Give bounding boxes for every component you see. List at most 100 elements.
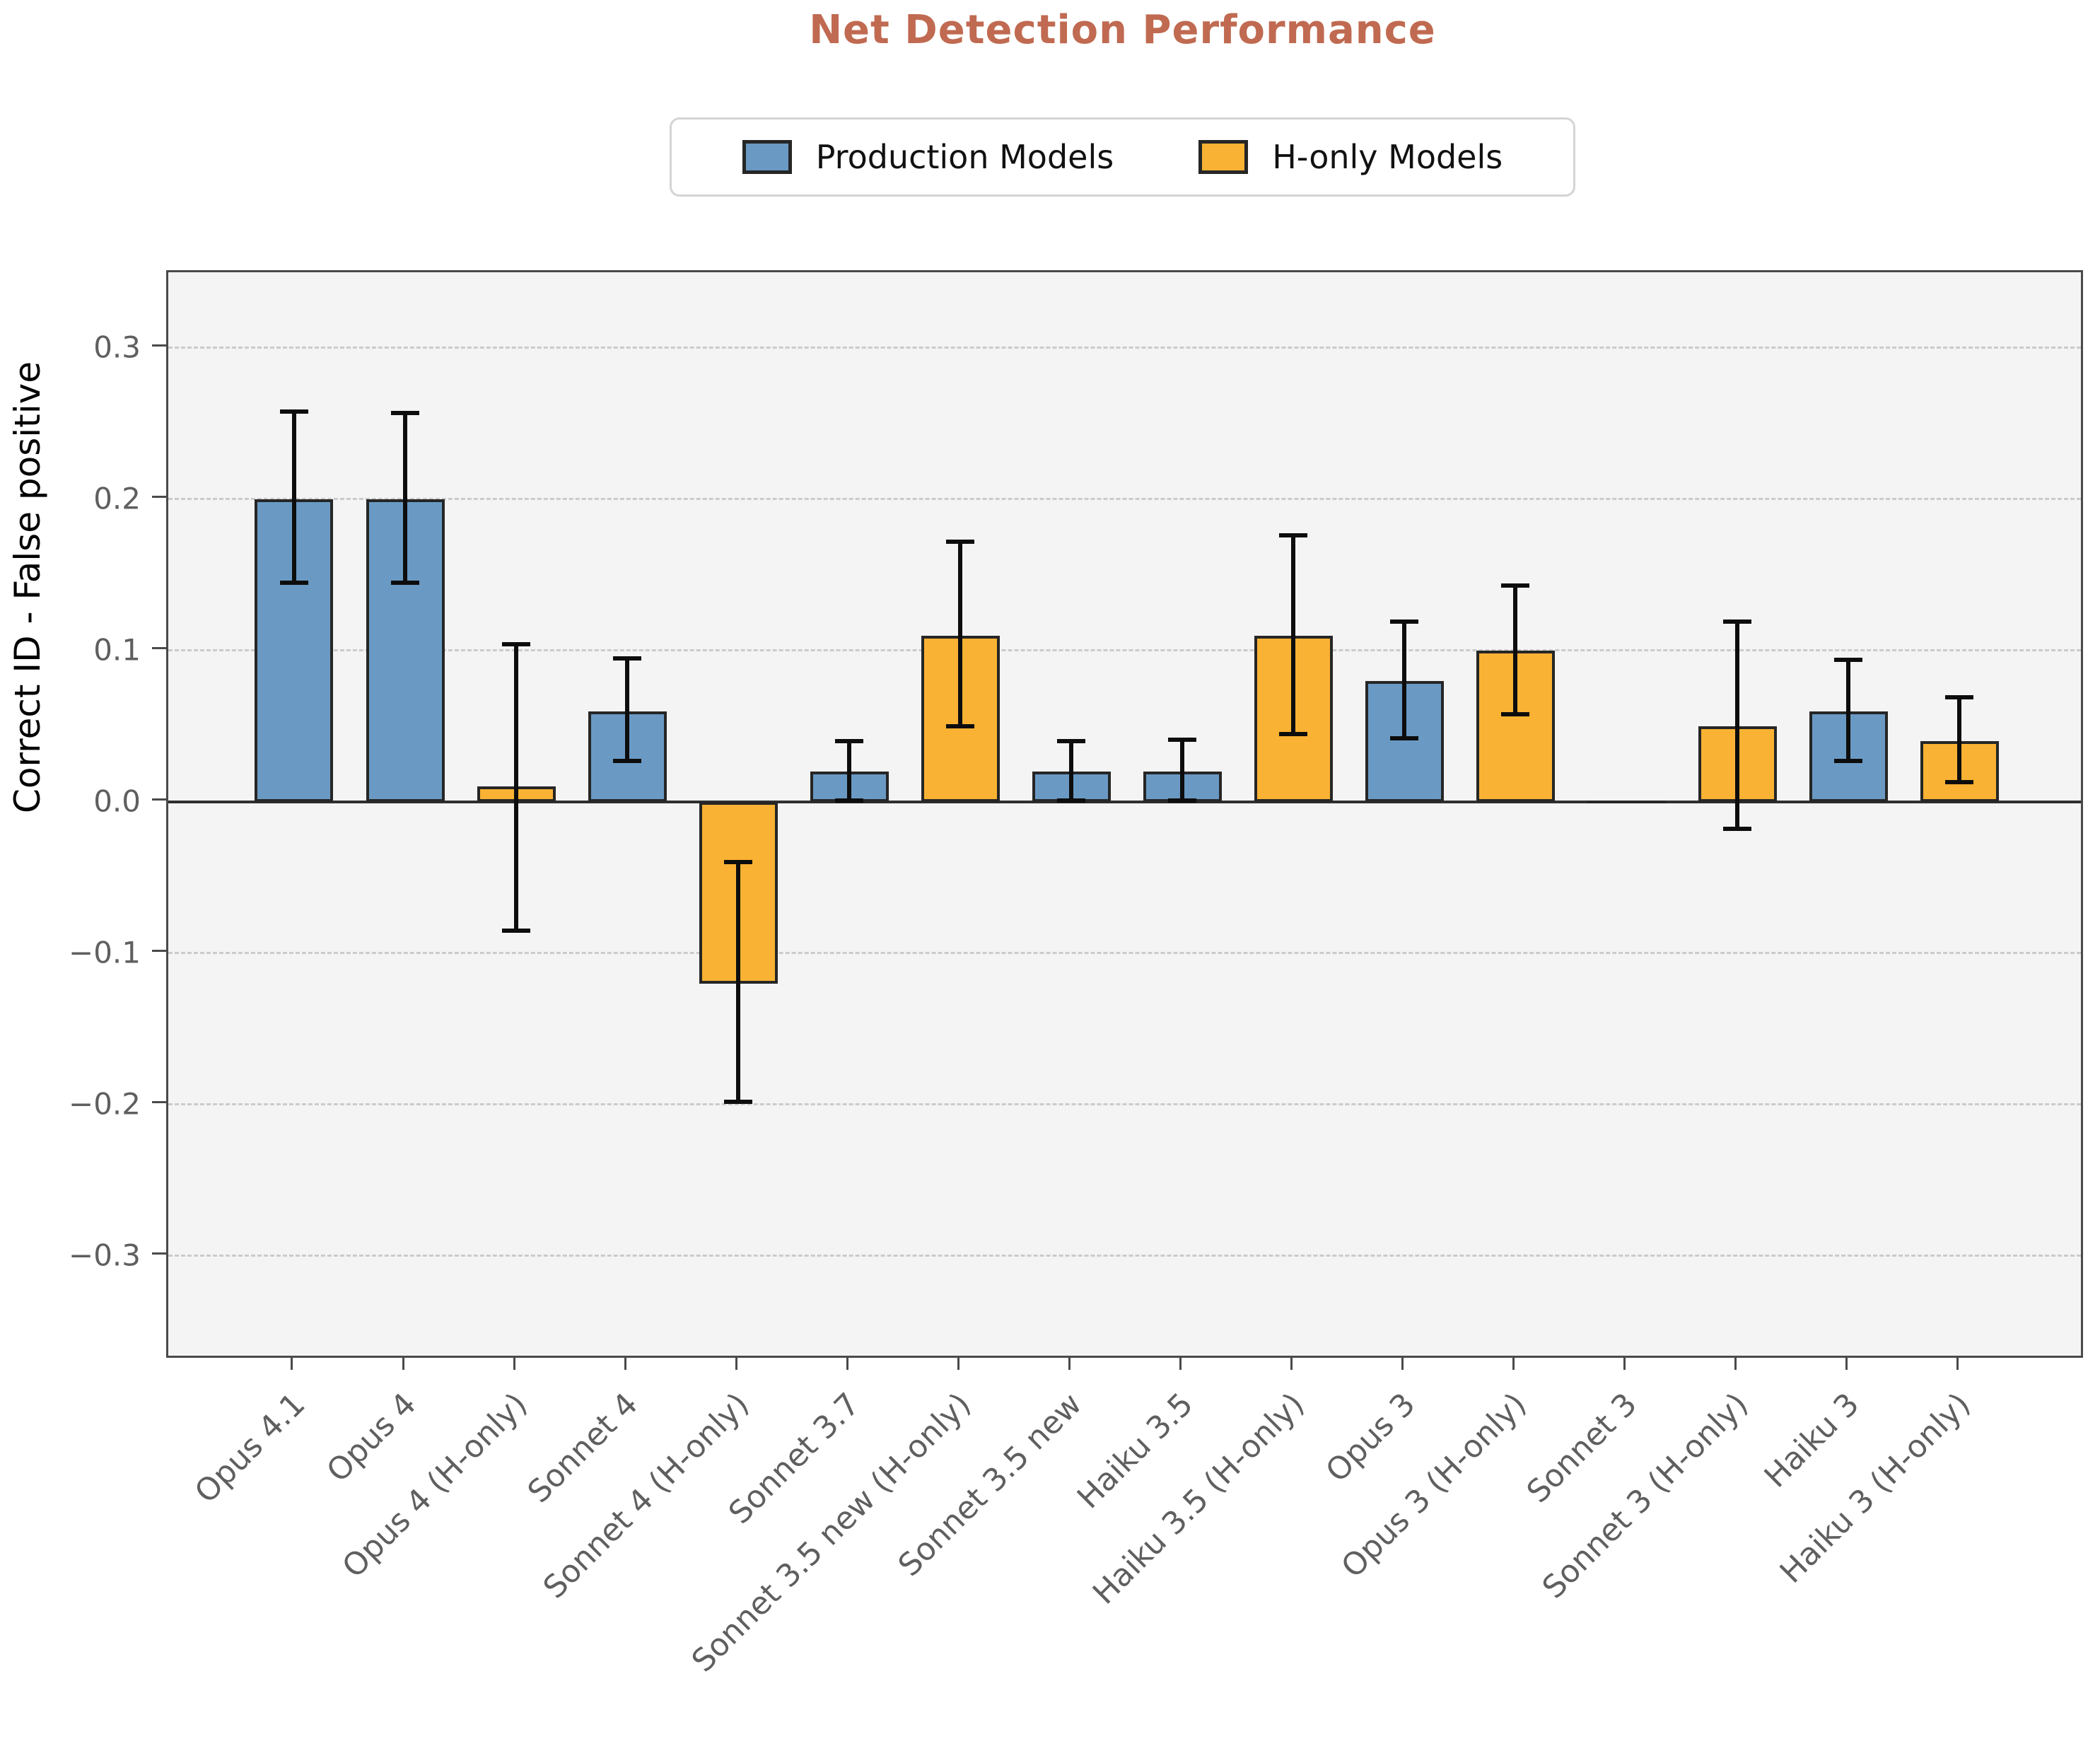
legend-entry-production: Production Models xyxy=(742,138,1114,176)
y-tick-label: −0.1 xyxy=(69,935,141,970)
gridline xyxy=(168,1255,2081,1257)
y-axis-label: Correct ID - False positive xyxy=(7,361,48,813)
error-bar-cap xyxy=(1945,780,1974,785)
error-bar-cap xyxy=(1390,619,1419,624)
zero-axis-line xyxy=(168,800,2081,803)
error-bar-cap xyxy=(1834,759,1863,764)
chart-title: Net Detection Performance xyxy=(809,7,1436,53)
x-tick-mark xyxy=(1179,1356,1182,1370)
error-bar-cap xyxy=(1390,736,1419,741)
x-tick-mark xyxy=(1512,1356,1515,1370)
error-bar-cap xyxy=(1723,827,1752,832)
error-bar-cap xyxy=(1834,657,1863,662)
x-tick-label: Opus 4.1 xyxy=(187,1386,313,1511)
x-tick-mark xyxy=(402,1356,404,1370)
error-bar-cap xyxy=(1945,695,1974,700)
error-bar-cap xyxy=(724,860,753,865)
x-tick-mark xyxy=(1845,1356,1848,1370)
production-swatch-icon xyxy=(742,140,792,174)
x-tick-label: Sonnet 4 (H-only) xyxy=(536,1386,757,1606)
x-tick-mark xyxy=(846,1356,848,1370)
x-tick-label: Opus 3 xyxy=(1319,1386,1423,1489)
bar-production xyxy=(1587,800,1666,803)
y-tick-label: 0.2 xyxy=(93,481,141,516)
x-tick-mark xyxy=(957,1356,959,1370)
legend: Production Models H-only Models xyxy=(669,117,1576,197)
error-bar-cap xyxy=(502,642,531,647)
error-bar-cap xyxy=(502,928,531,933)
error-bar-cap xyxy=(724,1099,753,1104)
error-bar-line xyxy=(1513,585,1518,714)
error-bar-cap xyxy=(1501,583,1530,588)
plot-area xyxy=(166,270,2083,1358)
error-bar-cap xyxy=(1168,798,1197,803)
x-tick-mark xyxy=(735,1356,737,1370)
x-tick-mark xyxy=(624,1356,626,1370)
error-bar-cap xyxy=(835,739,864,744)
error-bar-cap xyxy=(613,759,642,764)
error-bar-cap xyxy=(1723,619,1752,624)
error-bar-line xyxy=(1180,740,1185,801)
y-tick-mark xyxy=(152,496,166,499)
error-bar-cap xyxy=(391,410,419,415)
gridline xyxy=(168,347,2081,349)
y-tick-label: −0.2 xyxy=(69,1086,141,1122)
x-tick-label: Haiku 3 xyxy=(1757,1386,1867,1495)
error-bar-cap xyxy=(1057,798,1086,803)
x-tick-label: Haiku 3.5 (H-only) xyxy=(1085,1386,1312,1612)
error-bar-cap xyxy=(613,656,642,661)
error-bar-line xyxy=(1402,622,1407,738)
error-bar-cap xyxy=(1057,739,1086,744)
legend-label-production: Production Models xyxy=(815,138,1114,176)
error-bar-cap xyxy=(279,580,308,585)
y-tick-mark xyxy=(152,1252,166,1255)
x-tick-mark xyxy=(1956,1356,1959,1370)
x-tick-mark xyxy=(1734,1356,1737,1370)
error-bar-cap xyxy=(835,798,864,803)
error-bar-line xyxy=(1069,741,1074,801)
gridline xyxy=(168,498,2081,501)
x-tick-label: Sonnet 3.5 new xyxy=(891,1386,1090,1584)
y-tick-label: 0.3 xyxy=(93,330,141,365)
error-bar-line xyxy=(1957,697,1962,783)
x-tick-mark xyxy=(513,1356,515,1370)
y-tick-mark xyxy=(152,647,166,650)
error-bar-line xyxy=(1291,535,1296,734)
x-tick-label: Opus 4 xyxy=(320,1386,424,1489)
x-tick-mark xyxy=(1290,1356,1293,1370)
error-bar-line xyxy=(958,541,963,726)
error-bar-cap xyxy=(279,409,308,414)
gridline xyxy=(168,1103,2081,1106)
error-bar-cap xyxy=(1279,731,1308,736)
x-tick-label: Opus 3 (H-only) xyxy=(1334,1386,1534,1586)
x-tick-label: Haiku 3 (H-only) xyxy=(1773,1386,1978,1590)
error-bar-line xyxy=(736,862,741,1102)
x-tick-label: Opus 4 (H-only) xyxy=(334,1386,535,1586)
error-bar-line xyxy=(514,644,519,931)
legend-label-h-only: H-only Models xyxy=(1272,138,1503,176)
error-bar-cap xyxy=(1168,738,1197,743)
legend-entry-h-only: H-only Models xyxy=(1198,138,1503,176)
h-only-swatch-icon xyxy=(1198,140,1249,174)
error-bar-line xyxy=(847,741,852,801)
error-bar-cap xyxy=(946,723,975,728)
x-tick-mark xyxy=(1401,1356,1404,1370)
y-tick-label: −0.3 xyxy=(69,1238,141,1273)
y-tick-mark xyxy=(152,1101,166,1104)
x-tick-mark xyxy=(1068,1356,1071,1370)
x-tick-mark xyxy=(291,1356,293,1370)
y-tick-label: 0.1 xyxy=(93,632,141,668)
gridline xyxy=(168,952,2081,955)
y-tick-mark xyxy=(152,798,166,801)
error-bar-line xyxy=(291,411,296,583)
error-bar-cap xyxy=(1279,533,1308,538)
error-bar-line xyxy=(625,658,630,762)
error-bar-cap xyxy=(946,539,975,544)
y-tick-mark xyxy=(152,950,166,953)
y-tick-label: 0.0 xyxy=(93,784,141,819)
y-tick-mark xyxy=(152,344,166,347)
error-bar-line xyxy=(403,412,407,583)
error-bar-cap xyxy=(391,580,419,585)
error-bar-line xyxy=(1735,622,1740,830)
